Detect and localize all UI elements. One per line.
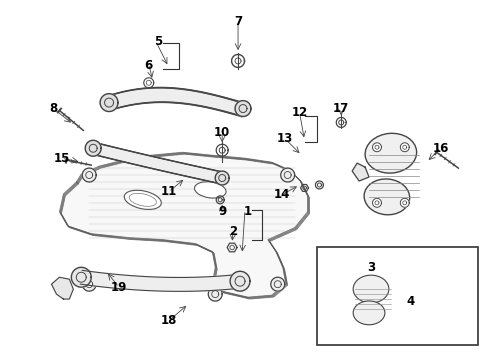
Text: 3: 3	[367, 261, 375, 274]
Polygon shape	[372, 198, 381, 207]
Polygon shape	[51, 277, 74, 299]
Bar	[318, 247, 478, 345]
Text: 2: 2	[229, 225, 237, 238]
Polygon shape	[235, 101, 251, 117]
Text: 4: 4	[407, 294, 415, 307]
Text: 18: 18	[160, 314, 177, 327]
Text: 11: 11	[160, 185, 177, 198]
Polygon shape	[208, 287, 222, 301]
Text: 7: 7	[234, 15, 242, 28]
Polygon shape	[59, 152, 308, 297]
Polygon shape	[80, 270, 241, 291]
Ellipse shape	[353, 275, 389, 303]
Polygon shape	[230, 271, 250, 291]
Ellipse shape	[353, 301, 385, 325]
Polygon shape	[271, 277, 285, 291]
Text: 17: 17	[333, 102, 349, 115]
Text: 5: 5	[154, 35, 163, 48]
Polygon shape	[372, 143, 381, 152]
Polygon shape	[400, 143, 409, 152]
Polygon shape	[215, 171, 229, 185]
Polygon shape	[82, 168, 96, 182]
Text: 15: 15	[53, 152, 70, 165]
Text: 6: 6	[145, 59, 153, 72]
Ellipse shape	[124, 190, 161, 210]
Text: 1: 1	[244, 205, 252, 218]
Polygon shape	[109, 87, 242, 117]
Polygon shape	[281, 168, 294, 182]
Text: 14: 14	[273, 188, 290, 201]
Polygon shape	[400, 198, 409, 207]
Ellipse shape	[365, 133, 416, 173]
Polygon shape	[85, 140, 101, 156]
Text: 10: 10	[214, 126, 230, 139]
Text: 13: 13	[276, 132, 293, 145]
Text: 12: 12	[292, 106, 308, 119]
Polygon shape	[82, 277, 96, 291]
Ellipse shape	[195, 182, 226, 198]
Ellipse shape	[364, 179, 410, 215]
Polygon shape	[100, 94, 118, 112]
Text: 16: 16	[432, 142, 449, 155]
Text: 9: 9	[218, 205, 226, 218]
Polygon shape	[72, 267, 91, 287]
Text: 8: 8	[49, 102, 58, 115]
Text: 19: 19	[111, 281, 127, 294]
Polygon shape	[92, 143, 223, 184]
Polygon shape	[352, 163, 369, 181]
